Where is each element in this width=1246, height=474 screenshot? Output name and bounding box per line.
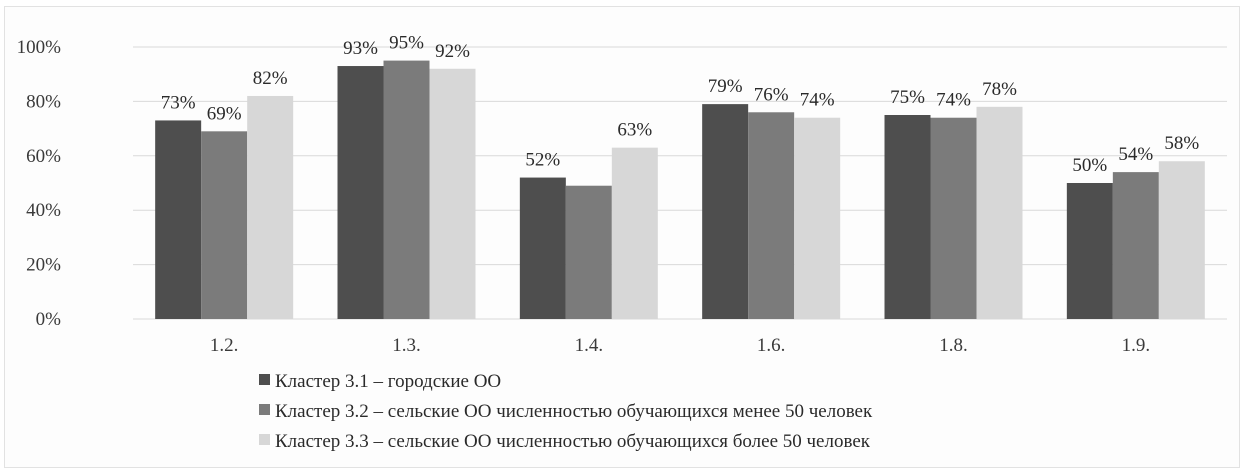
legend-swatch: [259, 374, 270, 385]
y-tick-label: 40%: [26, 200, 61, 221]
data-label: 78%: [982, 79, 1017, 100]
bar: [702, 104, 749, 320]
chart-frame: 0% 20% 40% 60% 80% 100% 73% 69% 82% 93% 95% 92% 52%…: [4, 6, 1240, 468]
y-tick-label: 0%: [36, 309, 62, 330]
legend-label: Кластер 3.1 – городские ОО: [275, 371, 501, 392]
x-category-label: 1.2.: [210, 335, 239, 356]
data-label: 50%: [1072, 155, 1107, 176]
legend-swatch: [259, 404, 270, 415]
data-label: 58%: [1164, 133, 1199, 154]
data-label: 93%: [343, 38, 378, 59]
x-category-label: 1.4.: [575, 335, 604, 356]
bar: [429, 68, 476, 319]
bar: [794, 117, 841, 319]
data-label: 54%: [1118, 144, 1153, 165]
bar: [884, 115, 931, 319]
y-tick-label: 100%: [17, 37, 62, 58]
data-label: 76%: [754, 84, 789, 105]
bar: [337, 66, 384, 319]
bar: [383, 60, 430, 319]
x-category-label: 1.6.: [757, 335, 786, 356]
bar: [976, 106, 1023, 319]
bar-chart: 0% 20% 40% 60% 80% 100% 73% 69% 82% 93% 95% 92% 52%…: [17, 33, 1227, 452]
bar: [1158, 161, 1205, 319]
data-label: 75%: [890, 87, 925, 108]
x-category-label: 1.8.: [939, 335, 968, 356]
bars: [155, 60, 1205, 320]
y-tick-label: 80%: [26, 91, 61, 112]
bar: [748, 112, 795, 319]
y-tick-label: 60%: [26, 146, 61, 167]
data-labels: 73% 69% 82% 93% 95% 92% 52% 63% 79% 76% 74% 75% 74% 7…: [161, 33, 1200, 176]
y-tick-label: 20%: [26, 255, 61, 276]
x-category-label: 1.9.: [1122, 335, 1151, 356]
gridlines: [133, 46, 1227, 320]
bar: [565, 185, 612, 319]
bar: [930, 117, 977, 319]
data-label: 63%: [617, 120, 652, 141]
data-label: 95%: [389, 33, 424, 54]
bar: [201, 131, 248, 319]
legend-label: Кластер 3.2 – сельские ОО численностью о…: [275, 401, 873, 422]
data-label: 92%: [435, 41, 470, 62]
data-label: 82%: [253, 68, 288, 89]
data-label: 69%: [207, 103, 242, 124]
x-axis-categories: 1.2. 1.3. 1.4. 1.6. 1.8. 1.9.: [210, 335, 1150, 356]
bar: [155, 120, 202, 319]
data-label: 74%: [936, 90, 971, 111]
data-label: 73%: [161, 92, 196, 113]
data-label: 79%: [708, 76, 743, 97]
y-axis-ticks: 0% 20% 40% 60% 80% 100%: [17, 37, 62, 330]
data-label: 52%: [525, 150, 560, 171]
bar: [1066, 183, 1113, 319]
bar: [611, 147, 658, 319]
data-label: 74%: [800, 90, 835, 111]
legend-swatch: [259, 434, 270, 445]
bar: [519, 177, 566, 319]
legend: Кластер 3.1 – городские ОО Кластер 3.2 – …: [259, 371, 873, 452]
x-category-label: 1.3.: [392, 335, 421, 356]
bar: [247, 95, 294, 320]
bar: [1112, 172, 1159, 319]
legend-label: Кластер 3.3 – сельские ОО численностью о…: [275, 431, 871, 452]
